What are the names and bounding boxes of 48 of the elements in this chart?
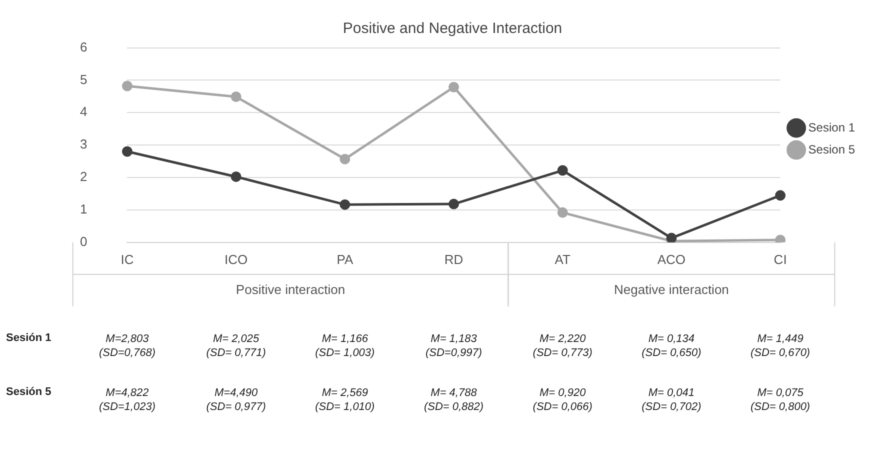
data-label: M= 2,025 (SD= 0,771): [206, 332, 266, 360]
x-tick-label: CI: [774, 252, 787, 267]
y-tick-label: 5: [80, 72, 88, 87]
legend-label: Sesion 5: [808, 142, 856, 156]
data-label: M= 2,220 (SD= 0,773): [532, 332, 592, 360]
point: [122, 146, 132, 157]
point: [230, 171, 242, 182]
text: Sesión 1: [6, 332, 52, 344]
legend-label: Sesion 1: [808, 120, 856, 134]
data-label: M= 1,166 (SD= 1,003): [315, 332, 375, 360]
x-tick-label: IC: [120, 252, 134, 267]
y-tick-label: 4: [80, 104, 88, 120]
y-tick-label: 0: [80, 234, 88, 249]
point: [122, 80, 132, 92]
y-tick-label: 3: [80, 136, 88, 152]
point: [230, 92, 242, 102]
chart-title: Positive and Negative Interaction: [342, 20, 562, 37]
data-label: M= 2,569 (SD= 1,010): [315, 386, 375, 414]
point: [448, 198, 460, 210]
data-label: M=4,822 (SD=1,023): [98, 386, 156, 414]
point: [557, 207, 568, 218]
text: Negative interaction: [614, 282, 729, 297]
x-tick-label: PA: [336, 252, 354, 267]
point: [557, 165, 568, 176]
point: [340, 199, 350, 210]
x-tick-label: RD: [444, 252, 464, 267]
data-label: M= 4,788 (SD= 0,882): [424, 386, 484, 414]
data-label: M= 0,041 (SD= 0,702): [642, 386, 702, 414]
data-label: M= 1,183 (SD=0,997): [425, 332, 482, 360]
text: Positive interaction: [236, 282, 346, 297]
point: [775, 190, 786, 201]
x-tick-label: AT: [554, 252, 570, 267]
text: Sesión 5: [6, 386, 52, 398]
point: [666, 232, 677, 242]
x-tick-label: ACO: [657, 252, 686, 267]
y-tick-label: 2: [80, 169, 88, 184]
x-tick-label: ICO: [224, 252, 248, 267]
data-label: M= 0,075 (SD= 0,800): [750, 386, 810, 414]
data-label: M= 0,920 (SD= 0,066): [532, 386, 592, 414]
point: [448, 82, 460, 92]
data-label: M=4,490 (SD= 0,977): [206, 386, 266, 414]
point: [775, 234, 786, 242]
data-label: M=2,803 (SD=0,768): [98, 332, 156, 360]
point: [340, 154, 350, 164]
y-tick-label: 1: [80, 202, 88, 217]
data-label: M= 1,449 (SD= 0,670): [750, 332, 810, 360]
y-tick-label: 6: [80, 39, 88, 54]
data-label: M= 0,134 (SD= 0,650): [642, 332, 702, 360]
